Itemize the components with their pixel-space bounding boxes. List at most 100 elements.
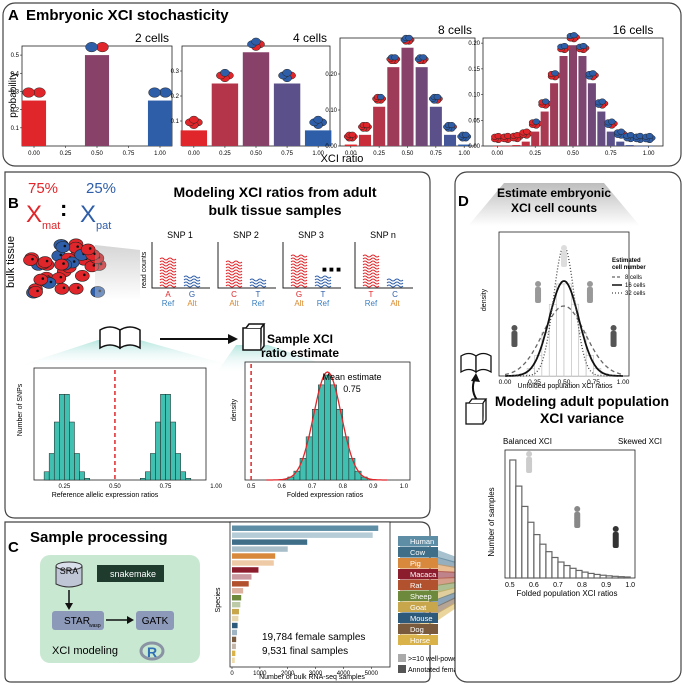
read-wave — [249, 278, 267, 282]
species-chip — [398, 602, 438, 612]
hist-bar — [74, 453, 80, 481]
density-bar — [563, 283, 572, 377]
folded-bar — [521, 505, 529, 579]
person-silhouette-body — [610, 331, 617, 347]
person-silhouette-body — [561, 251, 567, 267]
xci-chart-1: 0.1 0.2 0.3 0.00 0.25 0.50 0.75 1.00 4 cells — [171, 31, 332, 157]
read-wave — [314, 284, 332, 288]
xtick-label: 0.75 — [605, 151, 617, 157]
species-bar — [232, 650, 236, 657]
xtick-label: 2000 — [281, 671, 295, 677]
xtick-label: 0.5 — [505, 582, 515, 589]
xtick-label: 0.25 — [59, 484, 71, 490]
species-bar — [232, 525, 379, 531]
species-label: Sheep — [410, 592, 432, 601]
density-curve — [505, 280, 623, 377]
hist-bar — [330, 384, 337, 481]
bar — [625, 145, 634, 146]
density-bar — [534, 355, 543, 377]
read-wave — [386, 278, 404, 282]
cell-icon — [391, 54, 399, 61]
xtick-label: 1000 — [253, 671, 267, 677]
read-wave — [290, 263, 308, 267]
bar — [458, 144, 471, 146]
xtick-label: 0.50 — [109, 484, 121, 490]
folded-xlabel: Folded population XCI ratios — [517, 589, 618, 598]
person-silhouette-head — [535, 281, 542, 287]
snp-panel-3: SNP 3 G T Alt Ref — [282, 230, 341, 308]
xtick-label: 0.6 — [529, 582, 539, 589]
tissue-cell — [68, 282, 84, 295]
nucleus — [92, 264, 96, 267]
folded-bar — [533, 533, 541, 579]
person-silhouette-head — [511, 325, 518, 331]
tissue-cell — [75, 270, 90, 282]
bar — [21, 100, 47, 146]
xtick-label: 0.5 — [247, 484, 256, 490]
cell-icon — [541, 98, 550, 105]
snp-name: SNP 2 — [233, 230, 259, 240]
read-wave — [386, 281, 404, 285]
bar — [401, 47, 414, 146]
bar — [344, 144, 357, 146]
nucleus — [59, 253, 63, 257]
nucleus — [49, 280, 53, 284]
person-silhouette-head — [561, 245, 567, 251]
allele-1-role: Ref — [162, 299, 175, 308]
ytick-label: 0.20 — [468, 41, 480, 47]
hist-bar — [170, 421, 176, 481]
cell-icon — [447, 121, 456, 129]
cell-icon — [282, 68, 292, 77]
hist-bar — [64, 394, 70, 481]
cell-icon — [405, 34, 413, 41]
bar — [387, 67, 400, 146]
ytick-label: 0.20 — [325, 72, 337, 78]
folded-bar — [593, 573, 601, 579]
read-wave — [362, 281, 380, 285]
snp-name: SNP 1 — [167, 230, 193, 240]
species-label: Rat — [410, 581, 423, 590]
arrow-head — [127, 616, 134, 624]
panel-b-title-2: bulk tissue samples — [208, 202, 341, 218]
read-wave — [362, 257, 380, 261]
female-samples: 19,784 female samples — [262, 632, 365, 643]
bar — [587, 83, 596, 146]
species-bar — [232, 601, 241, 608]
cell-icon — [532, 118, 540, 125]
read-wave — [159, 263, 177, 267]
person-silhouette-head — [586, 281, 593, 287]
person-silhouette-head — [526, 451, 533, 457]
species-ylabel: Species — [215, 587, 222, 612]
legend-swatch-female — [398, 665, 406, 673]
density-ylabel: density — [481, 288, 488, 311]
cell-icon — [645, 132, 654, 140]
bar — [559, 56, 568, 146]
density-curve — [266, 371, 388, 481]
xtick-label: 1.00 — [312, 151, 324, 157]
svg-text:8 cells: 8 cells — [625, 275, 642, 281]
r-logo: R — [147, 644, 157, 660]
snp-histogram: 0.25 0.50 0.75 1.00 — [33, 367, 223, 490]
teal-fan-left — [12, 340, 240, 368]
folded-population-histogram: 0.5 0.6 0.7 0.8 0.9 1.0 — [504, 449, 636, 589]
species-label: Dog — [410, 625, 424, 634]
ytick-label: 0.05 — [468, 118, 480, 124]
bar — [512, 145, 521, 146]
species-bar — [232, 560, 274, 566]
read-wave — [290, 284, 308, 288]
snp-axes — [282, 242, 341, 289]
cell-icon — [189, 115, 199, 124]
panel-a-title: Embryonic XCI stochasticity — [26, 7, 229, 24]
xtick-label: 0.00 — [28, 151, 40, 157]
ytick-label: 0.3 — [171, 69, 180, 75]
bar — [304, 130, 332, 146]
panel-a-charts: 0.1 0.2 0.3 0.4 0.5 0.00 0.25 0.50 0.75 1.00 2 cel… — [11, 23, 664, 157]
read-wave — [225, 284, 243, 288]
species-bar — [232, 539, 308, 545]
unfolded-xlabel: Unfolded population XCI ratios — [518, 383, 613, 390]
ytick-label: 0.10 — [325, 108, 337, 114]
bar — [358, 134, 371, 146]
cell-icon — [159, 87, 172, 98]
xci-chart-0: 0.1 0.2 0.3 0.4 0.5 0.00 0.25 0.50 0.75 1.00 2 cel… — [11, 31, 173, 157]
svg-text:16 cells: 16 cells — [625, 283, 645, 289]
